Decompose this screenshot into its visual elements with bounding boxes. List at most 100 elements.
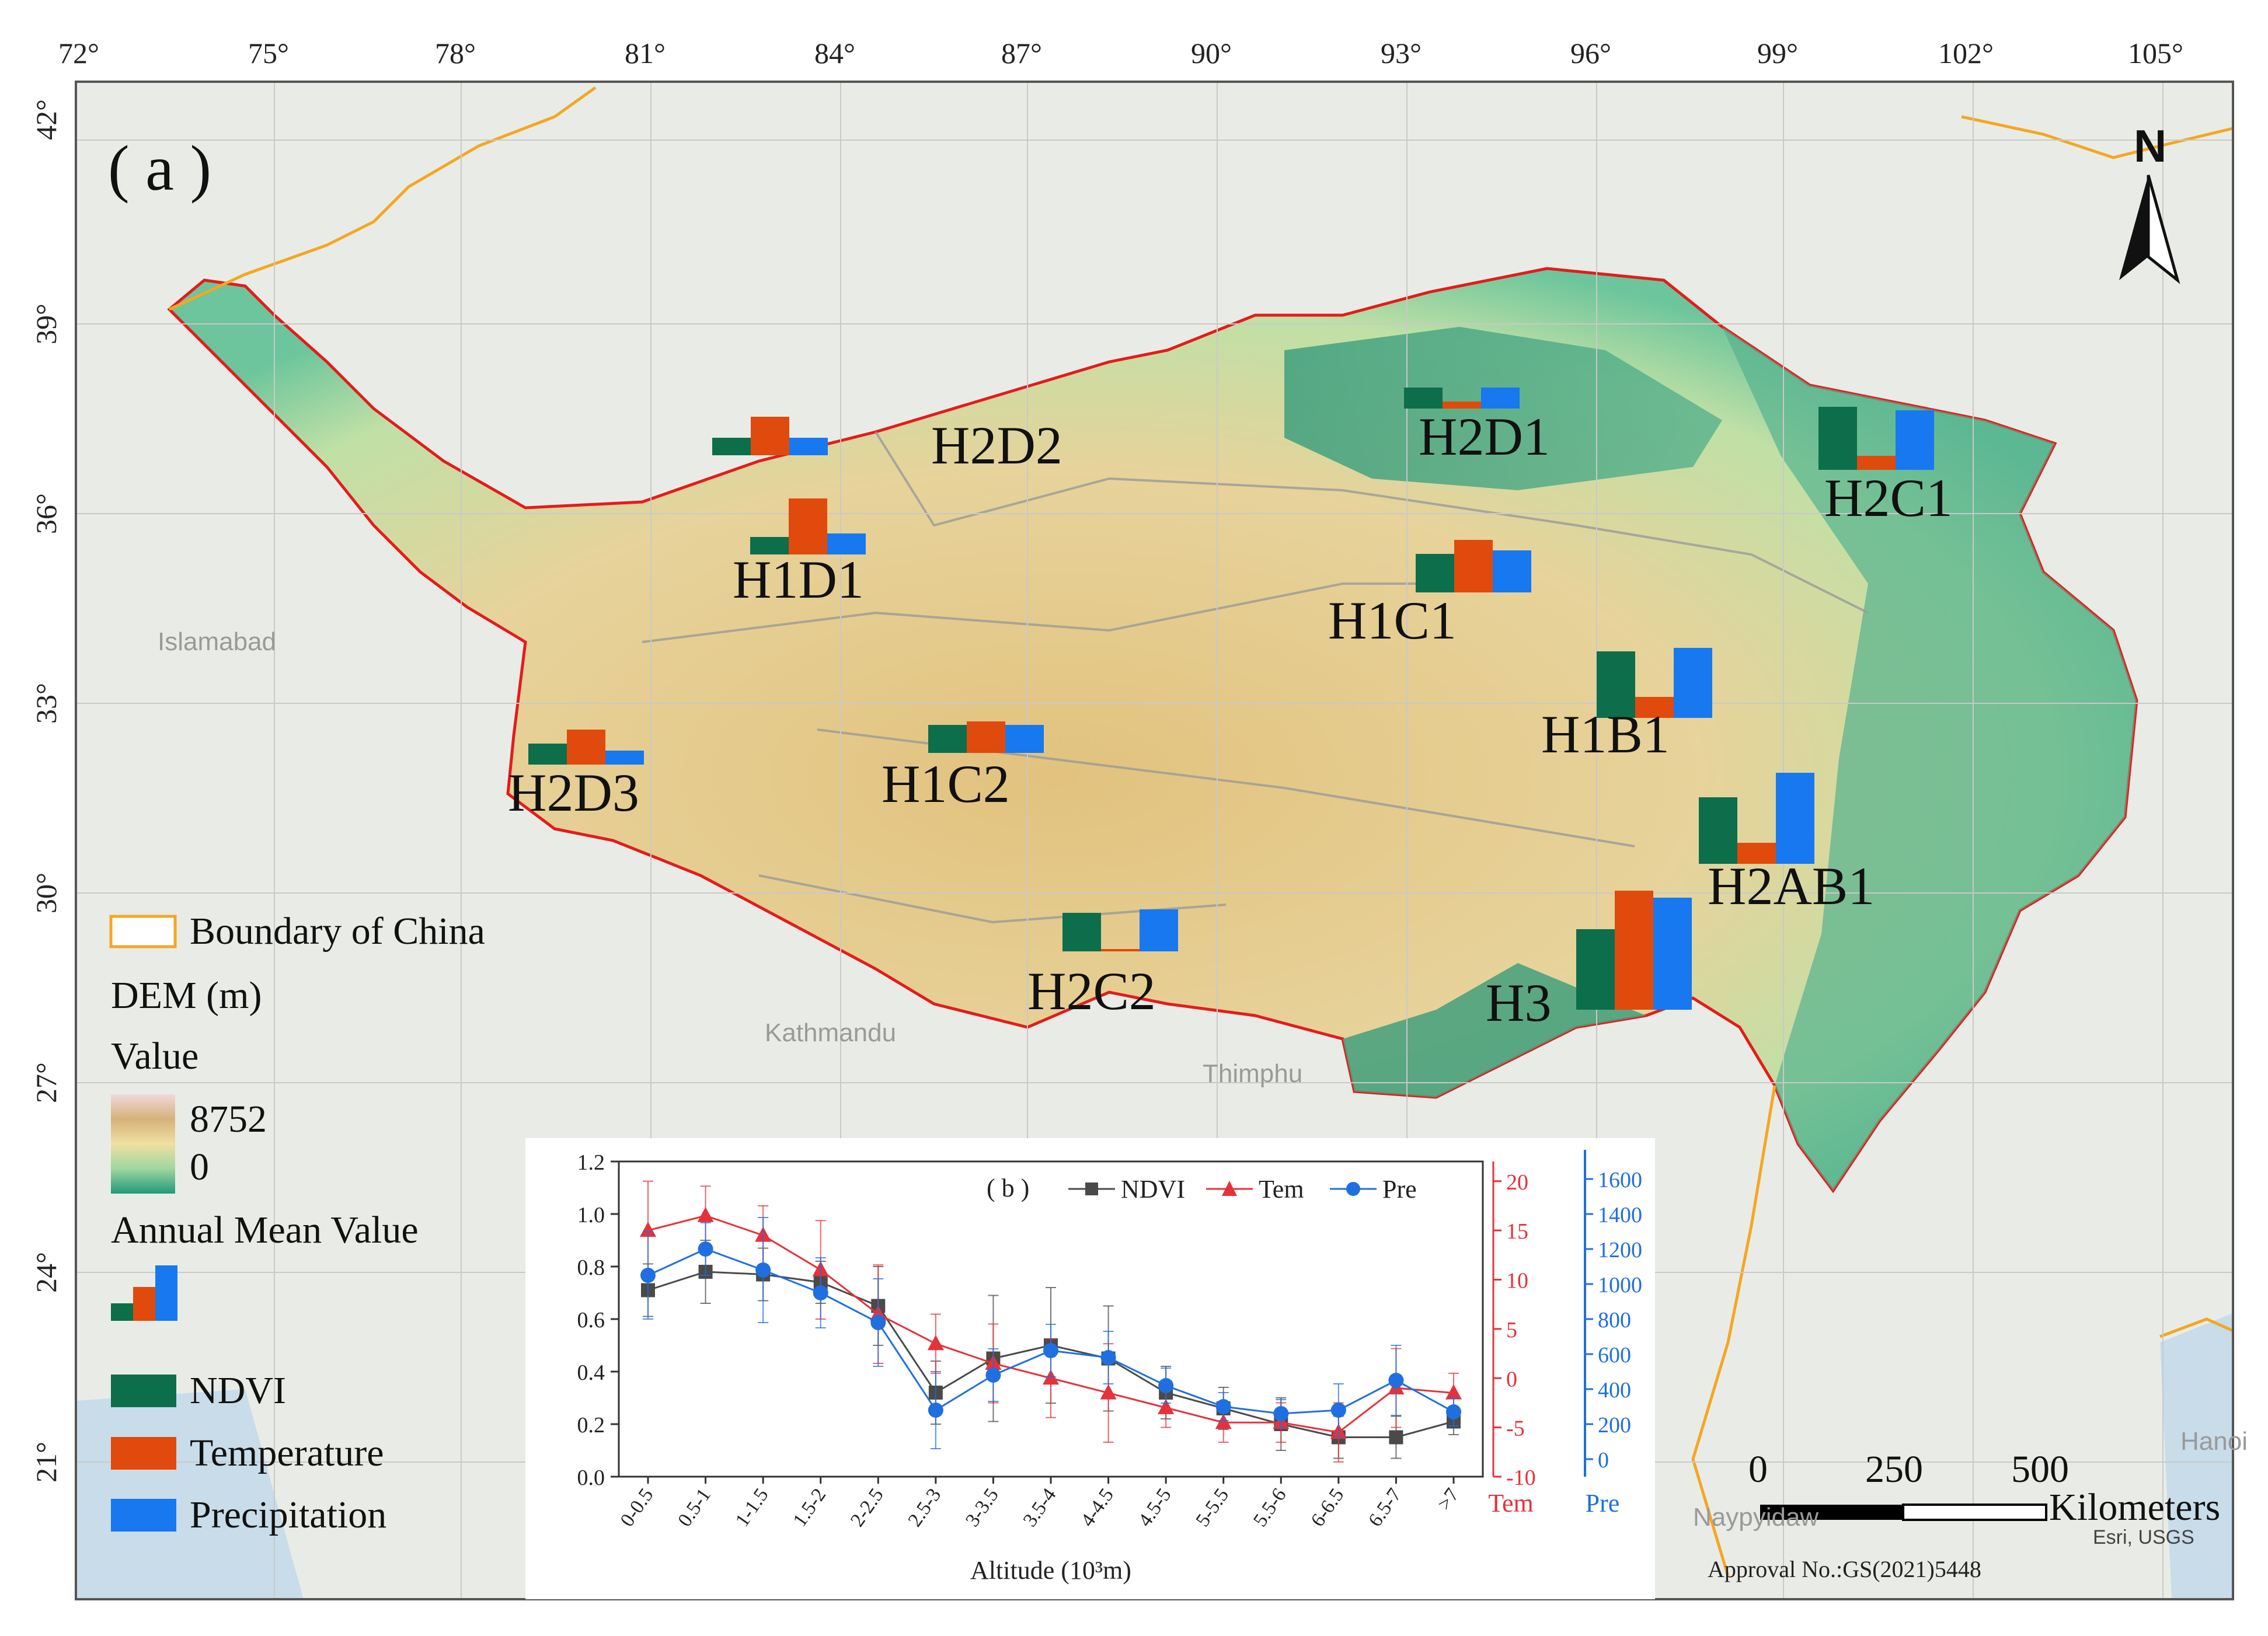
- scale-bar: [1760, 1504, 2047, 1521]
- panel-label: ( a ): [108, 132, 212, 204]
- region-bar: [1443, 402, 1481, 409]
- legend-temperature-label: Temperature: [190, 1432, 384, 1474]
- legend-value-title: Value: [111, 1035, 199, 1077]
- pre-tick-label: 1400: [1598, 1203, 1642, 1227]
- lat-label: 42°: [30, 99, 62, 140]
- region-bar: [1140, 909, 1178, 951]
- region-bar: [1674, 648, 1712, 718]
- pre-tick-label: 200: [1598, 1413, 1631, 1438]
- lon-label: 84°: [814, 37, 855, 69]
- data-point: [927, 1335, 944, 1351]
- pre-tick-label: 400: [1598, 1378, 1631, 1403]
- data-point: [928, 1403, 943, 1418]
- data-point: [985, 1368, 1001, 1383]
- lon-label: 99°: [1757, 37, 1798, 69]
- precipitation-swatch: [111, 1499, 176, 1532]
- lat-label: 33°: [30, 683, 62, 724]
- data-point: [1158, 1398, 1175, 1414]
- region-bar: [1896, 410, 1934, 470]
- tem-tick-label: 20: [1506, 1170, 1528, 1195]
- region-bar: [789, 498, 827, 554]
- region-bar: [928, 725, 967, 753]
- region-bar: [1062, 913, 1101, 951]
- region-label-h2c2: H2C2: [1027, 961, 1156, 1021]
- temperature-swatch: [111, 1437, 176, 1470]
- region-bar: [827, 533, 866, 554]
- lat-label: 27°: [30, 1062, 62, 1103]
- data-point: [755, 1262, 771, 1278]
- chart-panel-label: ( b ): [987, 1174, 1029, 1202]
- region-bar: [751, 417, 789, 455]
- tem-axis-label: Tem: [1488, 1489, 1534, 1518]
- region-bar: [750, 537, 789, 554]
- data-point: [698, 1241, 713, 1257]
- pre-tick-label: 800: [1598, 1308, 1631, 1332]
- lat-label: 30°: [30, 873, 62, 913]
- data-point: [1446, 1404, 1461, 1419]
- lat-label: 24°: [30, 1252, 62, 1293]
- data-point: [1215, 1414, 1232, 1429]
- lon-label: 87°: [1001, 37, 1042, 69]
- scale-label: 0: [1748, 1448, 1768, 1491]
- region-bar: [1454, 540, 1493, 592]
- region-label-h2d1: H2D1: [1419, 407, 1550, 466]
- tem-tick-label: 0: [1506, 1367, 1517, 1391]
- region-bar: [1416, 554, 1454, 592]
- region-label-h2ab1: H2AB1: [1708, 856, 1875, 916]
- internal-boundaries: [642, 431, 1869, 924]
- legend-dem-title: DEM (m): [111, 974, 262, 1017]
- region-label-h1d1: H1D1: [733, 550, 864, 609]
- region-bar: [528, 744, 567, 765]
- pre-axis-label: Pre: [1586, 1489, 1620, 1518]
- scale-label: 250: [1865, 1448, 1923, 1491]
- lon-label: 78°: [435, 37, 476, 69]
- lon-label: 93°: [1381, 37, 1422, 69]
- legend-annual-title: Annual Mean Value: [111, 1209, 419, 1251]
- place-label: Kathmandu: [765, 1018, 897, 1047]
- region-bar: [605, 751, 644, 765]
- lon-label: 75°: [248, 37, 289, 69]
- region-bar: [1005, 725, 1044, 753]
- legend-series-label: Pre: [1382, 1175, 1417, 1204]
- dem-ramp: [111, 1094, 175, 1194]
- data-point: [1215, 1399, 1231, 1414]
- region-bar: [1776, 773, 1814, 864]
- lat-label: 36°: [30, 493, 62, 534]
- region-bar: [1615, 891, 1653, 1010]
- pre-tick-label: 1200: [1598, 1238, 1642, 1262]
- region-bar: [1597, 651, 1635, 718]
- chart-panel: [525, 1138, 1655, 1599]
- region-bar: [712, 438, 751, 455]
- left-tick-label: 1.0: [577, 1203, 605, 1227]
- scale-unit: Kilometers: [2049, 1486, 2221, 1529]
- left-tick-label: 1.2: [577, 1150, 605, 1175]
- legend-dem-max: 8752: [190, 1098, 267, 1140]
- tem-tick-label: 5: [1506, 1318, 1517, 1342]
- left-tick-label: 0.2: [577, 1413, 605, 1438]
- place-label: Thimphu: [1203, 1059, 1303, 1088]
- region-bar: [1481, 388, 1520, 409]
- place-label: Hanoi: [2180, 1427, 2248, 1456]
- region-label-h3: H3: [1486, 973, 1552, 1032]
- region-label-h2d3: H2D3: [508, 763, 639, 822]
- scale-label: 500: [2011, 1448, 2069, 1491]
- lon-label: 72°: [58, 37, 99, 69]
- data-point: [1388, 1373, 1404, 1388]
- region-bar: [1101, 949, 1140, 951]
- data-point: [640, 1268, 656, 1283]
- region-bar: [1818, 407, 1857, 470]
- data-point: [870, 1315, 886, 1330]
- region-bar: [967, 721, 1005, 753]
- legend-dem-min: 0: [190, 1146, 209, 1188]
- data-point: [1043, 1343, 1058, 1358]
- data-point: [1100, 1350, 1116, 1365]
- boundary-swatch: [109, 915, 177, 948]
- legend-marker: [1222, 1181, 1237, 1196]
- region-bar: [1493, 550, 1531, 592]
- pre-tick-label: 1000: [1598, 1273, 1642, 1297]
- lon-label: 90°: [1191, 37, 1232, 69]
- place-label: Naypyidaw: [1693, 1503, 1819, 1532]
- data-point: [640, 1222, 656, 1237]
- left-tick-label: 0.4: [577, 1361, 605, 1385]
- data-point: [697, 1206, 714, 1222]
